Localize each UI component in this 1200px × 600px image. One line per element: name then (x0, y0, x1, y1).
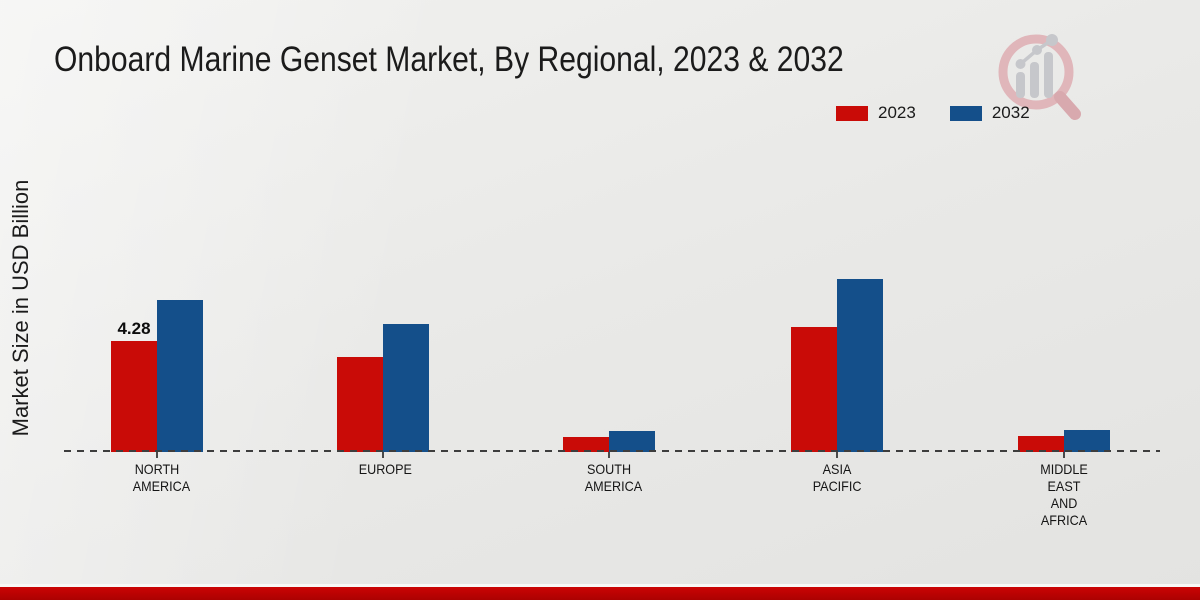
axis-tick (608, 452, 610, 458)
chart-title: Onboard Marine Genset Market, By Regiona… (54, 40, 844, 79)
logo-dot-1 (1015, 59, 1026, 69)
legend-label-2023: 2023 (878, 103, 916, 122)
logo-bar-3 (1044, 52, 1053, 98)
category-label-asia-pacific: ASIA PACIFIC (812, 461, 862, 494)
market-research-magnifier-logo (998, 34, 1081, 120)
logo-bar-1 (1016, 72, 1025, 98)
x-axis-dashed-baseline (64, 450, 1160, 452)
axis-tick (1063, 452, 1065, 458)
legend-swatch-2032-icon (949, 105, 982, 121)
legend-item-2032: 2032 (949, 103, 1030, 123)
axis-tick (382, 452, 384, 458)
category-label-middle-east-and-africa: MIDDLE EAST AND AFRICA (1040, 461, 1088, 528)
logo-ring (998, 34, 1074, 110)
legend-label-2032: 2032 (991, 103, 1030, 122)
category-label-north-america: NORTH AMERICA (132, 461, 191, 494)
footer-divider (0, 584, 1200, 587)
legend-item-2023: 2023 (836, 103, 916, 123)
bar-2032-north-america (157, 300, 203, 452)
logo-bar-2 (1030, 62, 1039, 98)
bar-2023-south-america (563, 437, 609, 452)
bar-2032-middle-east-and-africa (1064, 430, 1110, 452)
bar-2032-europe (383, 324, 429, 452)
footer-red-band (0, 587, 1200, 600)
axis-tick (836, 452, 838, 458)
category-label-europe: EUROPE (358, 461, 412, 477)
bar-2023-europe (337, 357, 383, 452)
axis-tick (156, 452, 158, 458)
bar-2032-asia-pacific (837, 279, 883, 452)
bar-2032-south-america (609, 431, 655, 452)
logo-handle (1054, 91, 1081, 120)
category-label-south-america: SOUTH AMERICA (584, 461, 643, 494)
legend-swatch-2023-icon (836, 105, 868, 121)
bar-2023-north-america (111, 341, 157, 452)
bar-2023-middle-east-and-africa (1018, 436, 1064, 452)
legend: 2023 2032 (836, 103, 1030, 123)
bar-value-label: 4.28 (117, 319, 151, 338)
bar-2023-asia-pacific (791, 327, 837, 452)
logo-dot-3 (1046, 34, 1058, 46)
logo-dot-2 (1032, 45, 1042, 55)
